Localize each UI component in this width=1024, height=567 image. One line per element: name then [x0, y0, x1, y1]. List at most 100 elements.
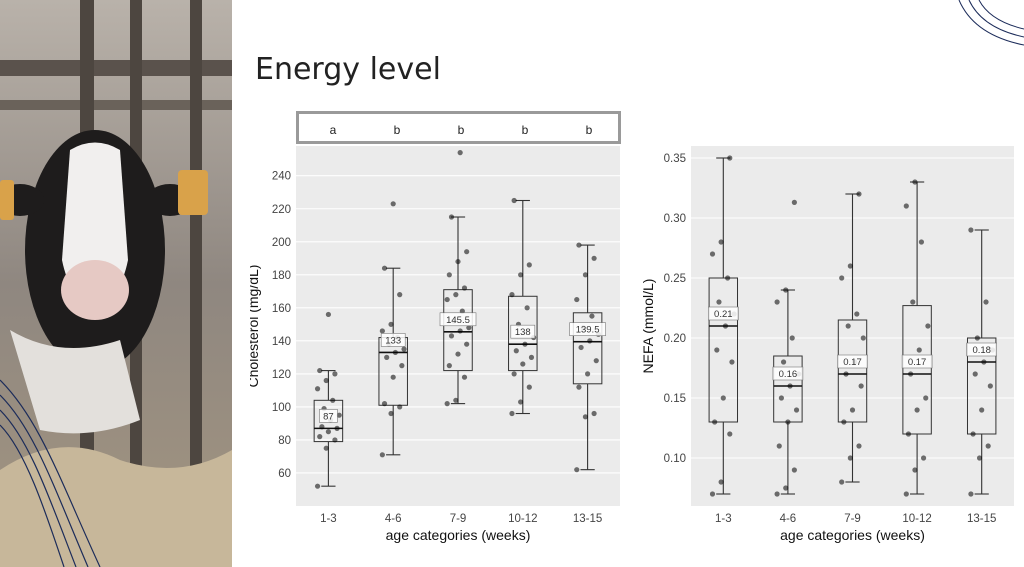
iqr-box	[966, 337, 997, 435]
data-point	[981, 359, 987, 365]
y-tick-label: 140	[272, 336, 291, 348]
data-point	[856, 191, 862, 197]
data-point	[526, 262, 532, 268]
data-point	[332, 371, 338, 377]
data-point	[839, 275, 845, 281]
data-point	[974, 335, 980, 341]
x-tick-label: 7-9	[450, 513, 467, 525]
data-point	[466, 325, 472, 331]
median-label-bg	[380, 333, 406, 347]
data-point	[457, 150, 463, 156]
data-point	[587, 338, 593, 344]
data-point	[524, 305, 530, 311]
data-point	[970, 431, 976, 437]
iqr-box	[708, 277, 739, 423]
data-point	[972, 371, 978, 377]
data-point	[718, 239, 724, 245]
y-tick-label: 120	[272, 369, 291, 381]
data-point	[791, 467, 797, 473]
data-point	[843, 371, 849, 377]
data-point	[388, 410, 394, 417]
data-point	[845, 323, 851, 329]
y-tick-label: 80	[278, 435, 291, 447]
calf-photo	[0, 0, 232, 567]
data-point	[905, 431, 912, 437]
data-point	[979, 407, 985, 413]
data-point	[317, 367, 323, 374]
data-point	[722, 323, 729, 329]
data-point	[727, 155, 733, 161]
data-point	[388, 321, 394, 327]
data-point	[778, 395, 785, 401]
data-point	[520, 361, 526, 367]
data-point	[317, 434, 323, 440]
data-point	[455, 258, 461, 265]
data-point	[319, 424, 325, 430]
data-point	[574, 467, 580, 473]
data-point	[858, 383, 864, 389]
median-label: 133	[385, 335, 401, 346]
x-tick-label: 13-15	[573, 513, 602, 525]
decorative-arcs	[958, 0, 1024, 46]
data-point	[576, 384, 582, 390]
x-tick-label: 1-3	[715, 513, 732, 525]
data-point	[987, 383, 993, 389]
iqr-box	[572, 312, 603, 385]
data-point	[314, 386, 321, 392]
data-point	[854, 311, 860, 317]
data-point	[839, 479, 845, 485]
y-tick-label: 200	[272, 237, 291, 249]
y-axis-title: Cholesterol (mg/dL)	[250, 265, 261, 388]
sig-letter-3: b	[457, 123, 465, 137]
iqr-box	[837, 319, 868, 423]
y-tick-label: 220	[272, 204, 291, 216]
data-point	[314, 483, 321, 489]
data-point	[780, 359, 787, 365]
sig-letter-1: a	[329, 123, 337, 137]
data-point	[381, 265, 388, 271]
median-label-bg	[319, 409, 338, 423]
data-point	[522, 341, 528, 347]
sig-letter-5: b	[585, 123, 593, 137]
y-tick-label: 100	[272, 402, 291, 414]
data-point	[589, 313, 595, 319]
y-tick-label: 0.25	[664, 273, 686, 285]
median-label-bg	[837, 354, 868, 369]
data-point	[528, 354, 535, 360]
y-tick-label: 0.30	[664, 213, 686, 225]
data-point	[716, 299, 722, 305]
y-tick-label: 180	[272, 270, 291, 282]
median-label: 0.18	[972, 345, 991, 356]
data-point	[847, 263, 853, 269]
data-point	[916, 347, 922, 353]
data-point	[444, 401, 450, 407]
data-point	[968, 491, 974, 497]
data-point	[793, 407, 800, 413]
median-label-bg	[510, 324, 536, 339]
x-tick-label: 10-12	[902, 513, 931, 525]
data-point	[401, 346, 407, 352]
data-point	[976, 455, 983, 461]
data-point	[444, 296, 450, 303]
data-point	[448, 214, 455, 220]
x-tick-label: 4-6	[385, 513, 402, 525]
data-point	[923, 395, 929, 401]
data-point	[774, 299, 780, 305]
data-point	[847, 455, 853, 461]
data-point	[774, 491, 780, 497]
data-point	[709, 251, 716, 257]
data-point	[453, 397, 459, 403]
data-point	[461, 285, 468, 291]
data-point	[709, 491, 716, 497]
x-tick-label: 7-9	[844, 513, 861, 525]
data-point	[381, 401, 388, 407]
data-point	[983, 299, 989, 305]
data-point	[448, 333, 455, 339]
data-point	[384, 354, 390, 360]
data-point	[985, 443, 991, 449]
data-point	[787, 383, 793, 389]
data-point	[336, 412, 342, 418]
data-point	[578, 344, 584, 351]
slide-title: Energy level	[255, 52, 441, 87]
data-point	[729, 359, 735, 365]
